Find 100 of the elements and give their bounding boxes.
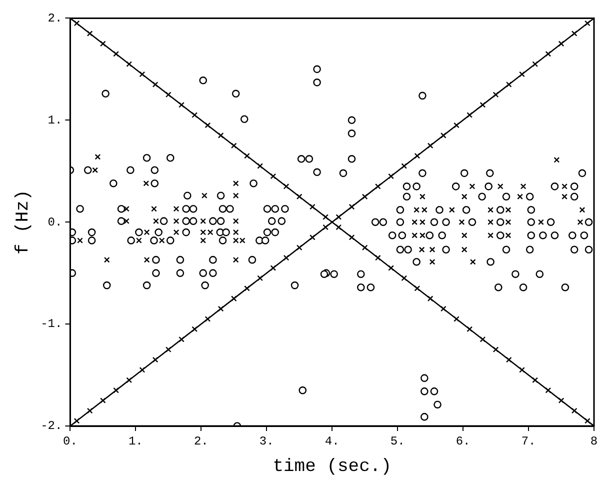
point <box>200 238 206 244</box>
point <box>420 194 426 200</box>
point <box>239 238 246 244</box>
y-tick-label: 2. <box>48 11 62 26</box>
point <box>348 204 355 210</box>
point <box>401 163 408 169</box>
point <box>454 122 460 128</box>
point <box>348 234 355 240</box>
point <box>113 387 119 394</box>
point <box>192 112 198 118</box>
point <box>173 229 180 236</box>
point <box>270 265 276 271</box>
point <box>401 275 408 282</box>
point <box>545 387 552 394</box>
point <box>545 50 552 57</box>
point <box>461 232 468 238</box>
point <box>505 232 512 238</box>
point <box>461 246 468 253</box>
point <box>152 82 158 88</box>
point <box>480 336 486 342</box>
point <box>375 183 381 190</box>
point <box>232 218 239 224</box>
point <box>283 183 290 190</box>
point <box>440 132 446 138</box>
point <box>232 229 239 236</box>
x-tick-label: 6. <box>456 434 470 448</box>
point <box>454 316 460 322</box>
point <box>427 296 434 302</box>
point <box>218 306 224 312</box>
point <box>173 206 180 212</box>
point <box>152 356 158 363</box>
point <box>336 214 342 220</box>
point <box>497 183 504 190</box>
point <box>538 219 544 226</box>
y-tick-label: 0. <box>48 215 62 230</box>
point <box>584 20 590 26</box>
point <box>244 285 250 292</box>
point <box>257 163 264 169</box>
x-tick-label: 1. <box>128 434 143 448</box>
point <box>100 40 106 47</box>
point <box>470 258 476 265</box>
point <box>232 238 239 244</box>
point <box>126 61 132 68</box>
point <box>270 173 276 180</box>
point <box>144 256 150 263</box>
point <box>558 398 564 404</box>
x-tick-label: 5. <box>390 434 405 448</box>
point <box>469 183 476 190</box>
point <box>488 206 494 213</box>
point <box>218 132 224 138</box>
point <box>584 418 590 424</box>
point <box>362 244 368 251</box>
point <box>414 152 420 159</box>
point <box>429 246 436 253</box>
point <box>86 408 93 414</box>
point <box>418 246 425 253</box>
point <box>488 219 494 226</box>
point <box>427 142 434 149</box>
y-axis-title: f (Hz) <box>14 190 34 255</box>
x-tick-label: 8 <box>590 434 598 448</box>
point <box>322 214 328 220</box>
point <box>458 219 465 226</box>
point <box>74 418 80 424</box>
point <box>158 238 165 244</box>
point <box>571 30 578 36</box>
point <box>230 142 237 149</box>
point <box>143 180 150 186</box>
point <box>336 224 342 230</box>
point <box>94 154 101 160</box>
point <box>388 173 394 180</box>
point <box>562 194 568 200</box>
point <box>144 229 150 236</box>
point <box>517 194 523 200</box>
point <box>519 366 525 373</box>
point <box>232 180 239 186</box>
point <box>562 183 568 190</box>
point <box>74 20 80 26</box>
point <box>375 254 381 261</box>
point <box>505 219 512 226</box>
point <box>283 254 290 261</box>
y-tick-label: 1. <box>48 113 62 128</box>
point <box>126 377 132 384</box>
point <box>151 206 157 212</box>
point <box>124 218 130 224</box>
point <box>492 92 499 98</box>
point <box>257 275 264 282</box>
point <box>178 336 184 342</box>
point <box>412 219 418 226</box>
point <box>173 218 180 224</box>
y-tick-label: -2. <box>40 419 62 434</box>
point <box>505 206 512 213</box>
x-tick-label: 4. <box>324 434 340 448</box>
point <box>310 234 316 240</box>
point <box>232 256 239 263</box>
point <box>200 218 206 224</box>
point <box>178 102 184 108</box>
point <box>113 50 119 57</box>
point <box>232 192 239 199</box>
point <box>429 258 436 265</box>
point <box>579 206 586 213</box>
